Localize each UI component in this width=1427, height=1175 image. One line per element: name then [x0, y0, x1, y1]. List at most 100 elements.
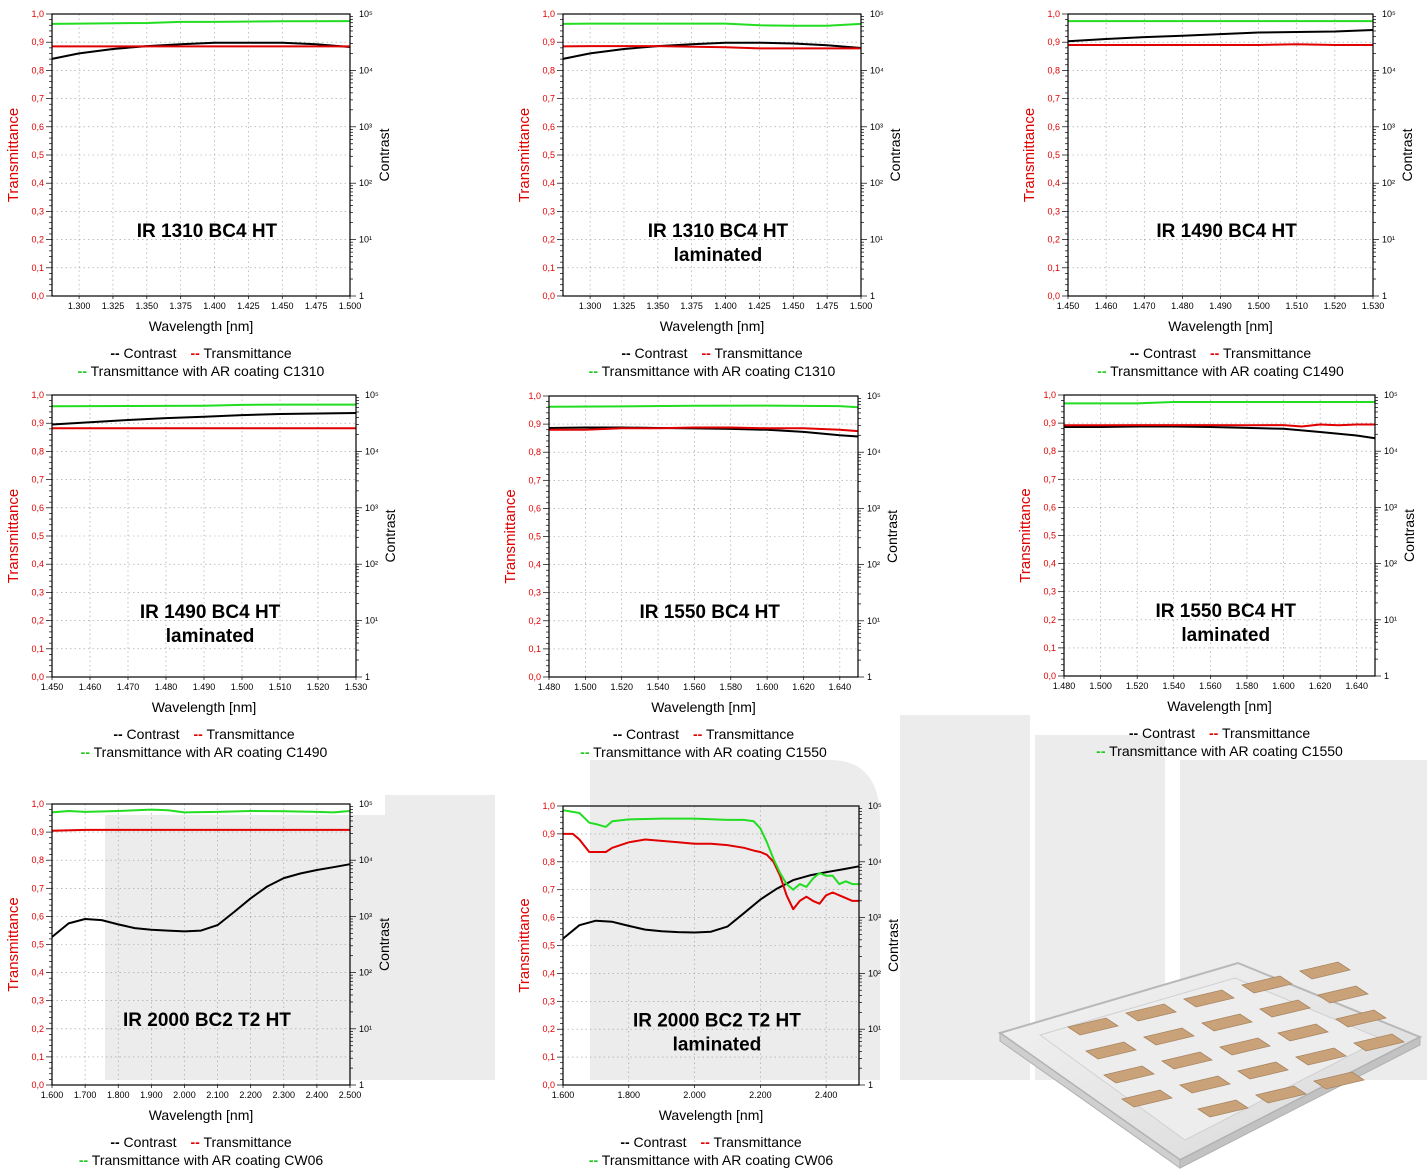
legend-row-1: -- Contrast -- Transmittance	[620, 1134, 801, 1150]
chip-tile	[1259, 999, 1311, 1018]
legend-transmittance: Transmittance	[203, 726, 295, 742]
legend-contrast: Contrast	[630, 1134, 687, 1150]
y-right-tick-label: 10⁵	[359, 799, 373, 809]
chip-tile	[1313, 1071, 1365, 1090]
y-right-tick-label: 1	[870, 291, 875, 301]
legend: -- Contrast -- Transmittance -- Transmitt…	[589, 1134, 834, 1168]
x-tick-label: 1.520	[1324, 301, 1347, 311]
y-left-tick-label: 0,5	[528, 532, 541, 542]
gridlines	[1067, 13, 1374, 297]
y-left-tick-label: 0,9	[31, 37, 44, 47]
x-tick-label: 1.490	[193, 682, 216, 692]
x-tick-label: 1.375	[680, 301, 703, 311]
legend-contrast: Contrast	[1138, 725, 1195, 741]
plot-frame	[51, 13, 351, 297]
x-tick-label: 1.500	[339, 301, 362, 311]
legend-contrast: Contrast	[622, 726, 679, 742]
series-line-contrast	[51, 863, 351, 938]
chart-title: IR 1550 BC4 HT	[639, 602, 780, 623]
y-left-tick-label: 0,7	[1047, 94, 1060, 104]
chart-panel: 0,0 0,1 0,2 0,3 0,4 0,5 0,6 0,7 0,8 0,9 1,0 1 10¹ 10²…	[1017, 390, 1417, 759]
y-left-tick-label: 0,1	[31, 263, 44, 273]
y-left-axis-title: Transmittance	[1017, 488, 1034, 582]
x-tick-label: 1.520	[307, 682, 330, 692]
x-tick-label: 1.460	[79, 682, 102, 692]
legend-contrast: Contrast	[120, 345, 177, 361]
x-tick-label: 1.300	[579, 301, 602, 311]
x-tick-label: 2.300	[273, 1090, 296, 1100]
x-tick-label: 1.500	[574, 682, 597, 692]
x-tick-label: 1.540	[1162, 681, 1185, 691]
x-tick-label: 1.450	[271, 301, 294, 311]
legend-transmittance-ar: Transmittance with AR coating C1550	[589, 744, 827, 760]
series-line-contrast	[1067, 29, 1374, 43]
y-right-axis-title: Contrast	[885, 919, 901, 972]
chart-panel: 0,0 0,1 0,2 0,3 0,4 0,5 0,6 0,7 0,8 0,9 1,0 1 10¹ 10²…	[516, 801, 901, 1168]
y-right-tick-label: 10³	[870, 122, 883, 132]
y-left-tick-label: 0,6	[31, 122, 44, 132]
y-left-tick-label: 0,7	[31, 883, 44, 893]
y-right-tick-label: 10¹	[359, 1024, 372, 1034]
x-tick-label: 1.480	[1053, 681, 1076, 691]
chip-tile	[1103, 1065, 1155, 1084]
x-tick-label: 1.480	[538, 682, 561, 692]
y-left-tick-label: 0,7	[31, 475, 44, 485]
series-line-transmittance	[1064, 423, 1375, 428]
chip-tile	[1317, 985, 1369, 1004]
x-tick-label: 1.375	[169, 301, 192, 311]
y-left-tick-label: 0,2	[542, 235, 555, 245]
x-tick-label: 1.325	[613, 301, 636, 311]
legend: -- Contrast -- Transmittance -- Transmitt…	[78, 345, 325, 379]
chart-title: IR 2000 BC2 T2 HT	[123, 1010, 291, 1031]
y-right-tick-label: 10⁴	[868, 857, 882, 867]
plot-frame	[51, 803, 351, 1086]
x-axis-title: Wavelength [nm]	[1168, 318, 1273, 334]
legend-transmittance-ar: Transmittance with AR coating C1490	[90, 744, 328, 760]
x-tick-label: 1.900	[140, 1090, 163, 1100]
x-tick-label: 1.520	[1126, 681, 1149, 691]
y-right-tick-label: 10¹	[365, 616, 378, 626]
y-left-tick-label: 0,8	[528, 447, 541, 457]
x-tick-label: 2.200	[749, 1090, 772, 1100]
y-left-tick-label: 0,9	[31, 827, 44, 837]
y-left-tick-label: 0,8	[31, 446, 44, 456]
y-left-tick-label: 0,4	[1043, 559, 1056, 569]
y-left-tick-label: 0,8	[1047, 65, 1060, 75]
y-right-tick-label: 1	[867, 672, 872, 682]
y-right-axis-title: Contrast	[376, 918, 392, 971]
x-tick-label: 1.510	[1285, 301, 1308, 311]
y-right-tick-label: 10¹	[867, 616, 880, 626]
y-right-axis-title: Contrast	[1401, 509, 1417, 562]
x-tick-label: 2.400	[306, 1090, 329, 1100]
chip-tile	[1143, 1027, 1195, 1046]
chart-panel: 0,0 0,1 0,2 0,3 0,4 0,5 0,6 0,7 0,8 0,9 1,0 1 10¹ 10²…	[502, 391, 900, 760]
x-tick-label: 1.470	[1133, 301, 1156, 311]
series-line-transmittance-with-ar-coating-c1490	[51, 403, 356, 408]
y-left-tick-label: 0,5	[542, 941, 555, 951]
y-right-tick-label: 10¹	[868, 1024, 881, 1034]
y-left-tick-label: 0,5	[542, 150, 555, 160]
series-line-transmittance	[549, 426, 859, 433]
legend-transmittance: Transmittance	[710, 1134, 802, 1150]
chip-tile	[1121, 1089, 1173, 1108]
x-tick-label: 2.000	[173, 1090, 196, 1100]
series-line-contrast	[548, 426, 859, 438]
series-line-contrast	[1064, 425, 1376, 440]
legend: -- Contrast -- Transmittance -- Transmitt…	[1097, 345, 1344, 379]
y-left-tick-label: 0,6	[528, 503, 541, 513]
y-left-tick-label: 0,8	[542, 857, 555, 867]
y-right-tick-label: 10²	[867, 560, 880, 570]
y-right-tick-label: 10³	[365, 503, 378, 513]
chip-tile	[1237, 1061, 1289, 1080]
x-tick-label: 2.200	[239, 1090, 262, 1100]
y-left-tick-label: 0,7	[1043, 474, 1056, 484]
y-left-axis-title: Transmittance	[5, 489, 22, 583]
x-tick-label: 1.425	[237, 301, 260, 311]
y-left-tick-label: 1,0	[528, 391, 541, 401]
chart-panel: 0,0 0,1 0,2 0,3 0,4 0,5 0,6 0,7 0,8 0,9 1,0 1 10¹ 10²…	[5, 390, 398, 760]
chip-tile	[1125, 1003, 1177, 1022]
x-tick-label: 1.490	[1209, 301, 1232, 311]
y-left-tick-label: 1,0	[542, 9, 555, 19]
legend-contrast: Contrast	[631, 345, 688, 361]
legend: -- Contrast -- Transmittance -- Transmitt…	[589, 345, 836, 379]
